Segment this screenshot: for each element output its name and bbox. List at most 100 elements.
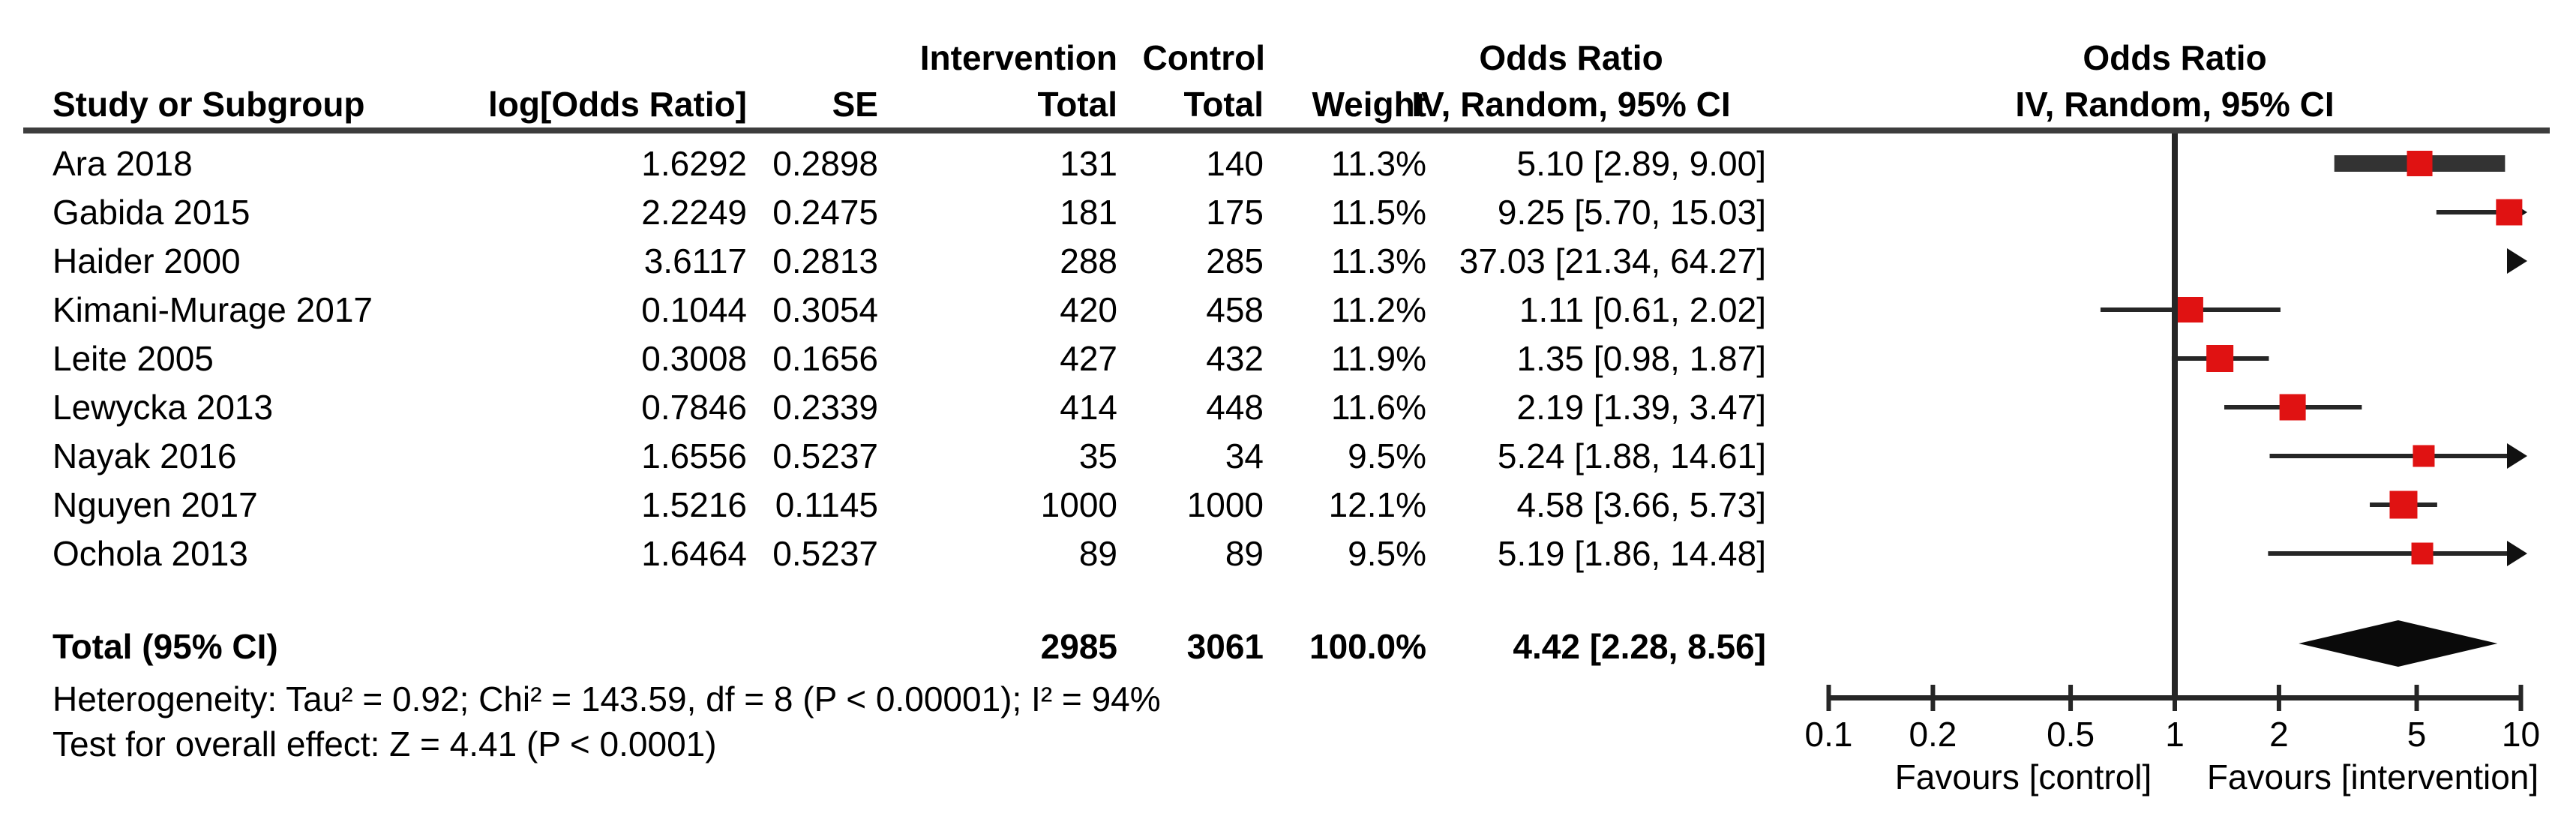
col-header-weight: Weight (1312, 85, 1426, 124)
study-name: Ara 2018 (52, 144, 193, 183)
col-header-total-control: Total (1183, 85, 1264, 124)
total-row: Total (95% CI) 2985 3061 100.0% 4.42 [2.… (0, 622, 2576, 670)
axis-tick-label: 10 (2501, 715, 2541, 754)
ci-text: 5.19 [1.86, 14.48] (1497, 534, 1766, 573)
group-control-label: Control (1142, 38, 1265, 77)
logor-value: 0.3008 (641, 339, 747, 378)
header-rule (23, 128, 2550, 134)
intervention-total: 35 (1078, 436, 1117, 476)
col-header-study: Study or Subgroup (52, 85, 365, 124)
total-label: Total (95% CI) (52, 627, 278, 666)
total-weight: 100.0% (1309, 627, 1426, 666)
overall-effect-text: Test for overall effect: Z = 4.41 (P < 0… (52, 724, 717, 764)
intervention-total: 89 (1078, 534, 1117, 573)
intervention-total: 1000 (1040, 485, 1117, 524)
header-group-row: Intervention Control Odds Ratio Odds Rat… (0, 36, 2576, 80)
table-row: Kimani-Murage 2017 0.1044 0.3054 420 458… (0, 286, 2576, 334)
ci-text: 5.24 [1.88, 14.61] (1497, 436, 1766, 476)
se-value: 0.5237 (772, 534, 878, 573)
logor-value: 2.2249 (641, 193, 747, 232)
table-row: Ara 2018 1.6292 0.2898 131 140 11.3% 5.1… (0, 140, 2576, 188)
logor-value: 0.1044 (641, 290, 747, 329)
ci-text: 1.11 [0.61, 2.02] (1519, 290, 1766, 329)
control-total: 140 (1206, 144, 1264, 183)
logor-value: 1.5216 (641, 485, 747, 524)
favours-intervention-label: Favours [intervention] (2206, 758, 2539, 796)
col-header-method-left: IV, Random, 95% CI (1411, 85, 1731, 124)
table-row: Leite 2005 0.3008 0.1656 427 432 11.9% 1… (0, 334, 2576, 382)
weight-value: 11.3% (1330, 144, 1426, 183)
axis-tick-label: 0.1 (1804, 715, 1853, 754)
table-row: Haider 2000 3.6117 0.2813 288 285 11.3% … (0, 237, 2576, 285)
ci-text: 2.19 [1.39, 3.47] (1516, 388, 1767, 427)
control-total: 448 (1206, 388, 1264, 427)
odds-ratio-title-right: Odds Ratio (2083, 38, 2267, 77)
weight-value: 11.6% (1330, 388, 1426, 427)
control-total: 34 (1225, 436, 1264, 476)
study-name: Lewycka 2013 (52, 388, 274, 427)
weight-value: 12.1% (1328, 485, 1426, 524)
weight-value: 9.5% (1348, 534, 1426, 573)
logor-value: 1.6556 (641, 436, 747, 476)
axis-tick-label: 0.2 (1909, 715, 1957, 754)
se-value: 0.2475 (772, 193, 878, 232)
ci-text: 9.25 [5.70, 15.03] (1497, 193, 1766, 232)
logor-value: 0.7846 (641, 388, 747, 427)
table-row: Nguyen 2017 1.5216 0.1145 1000 1000 12.1… (0, 481, 2576, 529)
col-header-total-intervention: Total (1037, 85, 1117, 124)
study-name: Leite 2005 (52, 339, 214, 378)
se-value: 0.2339 (772, 388, 878, 427)
se-value: 0.2898 (772, 144, 878, 183)
table-row: Lewycka 2013 0.7846 0.2339 414 448 11.6%… (0, 383, 2576, 431)
weight-value: 11.9% (1330, 339, 1426, 378)
control-total: 432 (1206, 339, 1264, 378)
favours-control-label: Favours [control] (1894, 758, 2152, 796)
intervention-total: 414 (1060, 388, 1117, 427)
col-header-se: SE (832, 85, 878, 124)
logor-value: 1.6292 (641, 144, 747, 183)
col-header-logor: log[Odds Ratio] (488, 85, 747, 124)
intervention-total: 181 (1060, 193, 1117, 232)
intervention-total: 288 (1060, 242, 1117, 280)
se-value: 0.1145 (775, 485, 878, 524)
study-name: Nguyen 2017 (52, 485, 258, 524)
weight-value: 11.2% (1330, 290, 1426, 329)
intervention-total: 131 (1060, 144, 1117, 183)
study-name: Haider 2000 (52, 242, 241, 280)
table-row: Gabida 2015 2.2249 0.2475 181 175 11.5% … (0, 188, 2576, 236)
odds-ratio-title-left: Odds Ratio (1479, 38, 1663, 77)
study-name: Gabida 2015 (52, 193, 250, 232)
ci-text: 1.35 [0.98, 1.87] (1516, 339, 1767, 378)
table-row: Ochola 2013 1.6464 0.5237 89 89 9.5% 5.1… (0, 530, 2576, 578)
axis-tick-label: 2 (2269, 715, 2289, 754)
control-total: 458 (1206, 290, 1264, 329)
intervention-total: 420 (1060, 290, 1117, 329)
weight-value: 11.5% (1330, 193, 1426, 232)
control-total: 175 (1206, 193, 1264, 232)
study-name: Kimani-Murage 2017 (52, 290, 373, 329)
intervention-total: 427 (1060, 339, 1117, 378)
total-ci-text: 4.42 [2.28, 8.56] (1513, 627, 1766, 666)
study-name: Nayak 2016 (52, 436, 237, 476)
total-control: 3061 (1186, 627, 1264, 666)
ci-text: 5.10 [2.89, 9.00] (1516, 144, 1767, 183)
ci-text: 37.03 [21.34, 64.27] (1459, 242, 1766, 280)
logor-value: 1.6464 (641, 534, 747, 573)
control-total: 285 (1206, 242, 1264, 280)
weight-value: 9.5% (1348, 436, 1426, 476)
se-value: 0.5237 (772, 436, 878, 476)
axis-tick-label: 5 (2407, 715, 2427, 754)
table-row: Nayak 2016 1.6556 0.5237 35 34 9.5% 5.24… (0, 432, 2576, 480)
axis-tick-label: 1 (2165, 715, 2185, 754)
se-value: 0.2813 (772, 242, 878, 280)
weight-value: 11.3% (1330, 242, 1426, 280)
control-total: 89 (1225, 534, 1264, 573)
control-total: 1000 (1186, 485, 1264, 524)
col-header-method-right: IV, Random, 95% CI (2015, 85, 2335, 124)
study-name: Ochola 2013 (52, 534, 248, 573)
se-value: 0.1656 (772, 339, 878, 378)
se-value: 0.3054 (772, 290, 878, 329)
total-intervention: 2985 (1040, 627, 1117, 666)
